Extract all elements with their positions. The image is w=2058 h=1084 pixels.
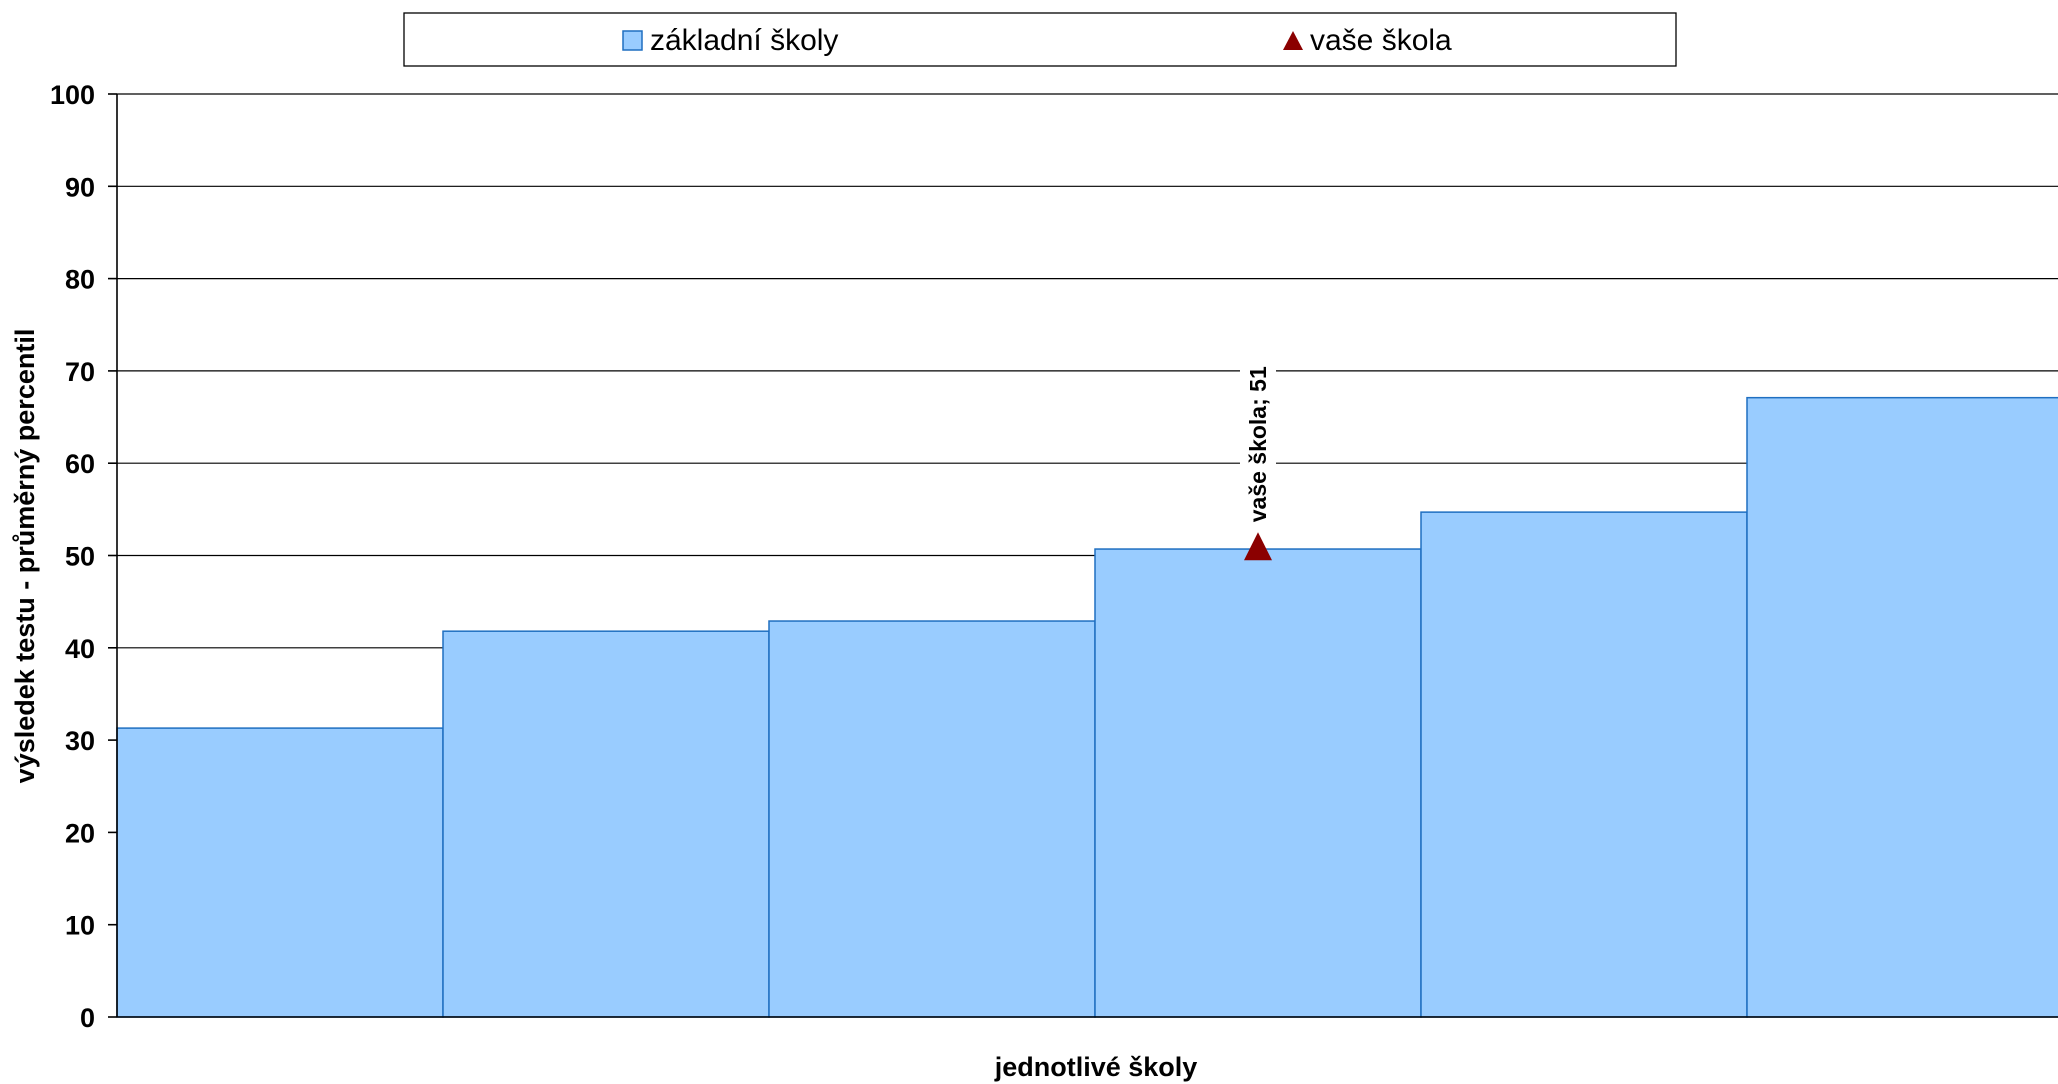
y-tick-label: 0 (80, 1003, 95, 1033)
y-tick-label: 10 (65, 911, 95, 941)
point-label: vaše škola; 51 (1245, 366, 1271, 522)
legend-label-bars: základní školy (650, 24, 838, 57)
legend-marker-bars (622, 30, 643, 51)
y-tick-label: 40 (65, 634, 95, 664)
y-tick-label: 30 (65, 726, 95, 756)
axes (108, 93, 2058, 1018)
legend-frame (403, 12, 1677, 67)
bar (442, 630, 770, 1018)
y-axis-title: výsledek testu - průměrný percentil (10, 329, 40, 784)
y-tick-label: 20 (65, 818, 95, 848)
y-tick-label: 80 (65, 265, 95, 295)
your-school-marker (1244, 532, 1272, 561)
point-label-background (1240, 360, 1276, 529)
y-tick-label: 90 (65, 172, 95, 202)
y-tick-label: 50 (65, 542, 95, 572)
bar (768, 620, 1096, 1018)
y-tick-label: 70 (65, 357, 95, 387)
legend-label-triangle: vaše škola (1310, 24, 1452, 57)
legend: základní školy vaše škola (403, 12, 1677, 67)
bar (1746, 396, 2058, 1018)
y-tick-label: 100 (50, 80, 95, 110)
y-tick-labels: 0 10 20 30 40 50 60 70 80 90 100 (50, 80, 95, 1033)
x-axis-title: jednotlivé školy (994, 1052, 1198, 1082)
y-tick-label: 60 (65, 449, 95, 479)
bars (116, 396, 2058, 1018)
your-school-marker-group: vaše škola; 51 (1240, 360, 1276, 561)
bar (116, 727, 444, 1018)
bar (1420, 511, 1748, 1018)
legend-marker-triangle (1283, 31, 1303, 50)
bar (1094, 548, 1422, 1018)
